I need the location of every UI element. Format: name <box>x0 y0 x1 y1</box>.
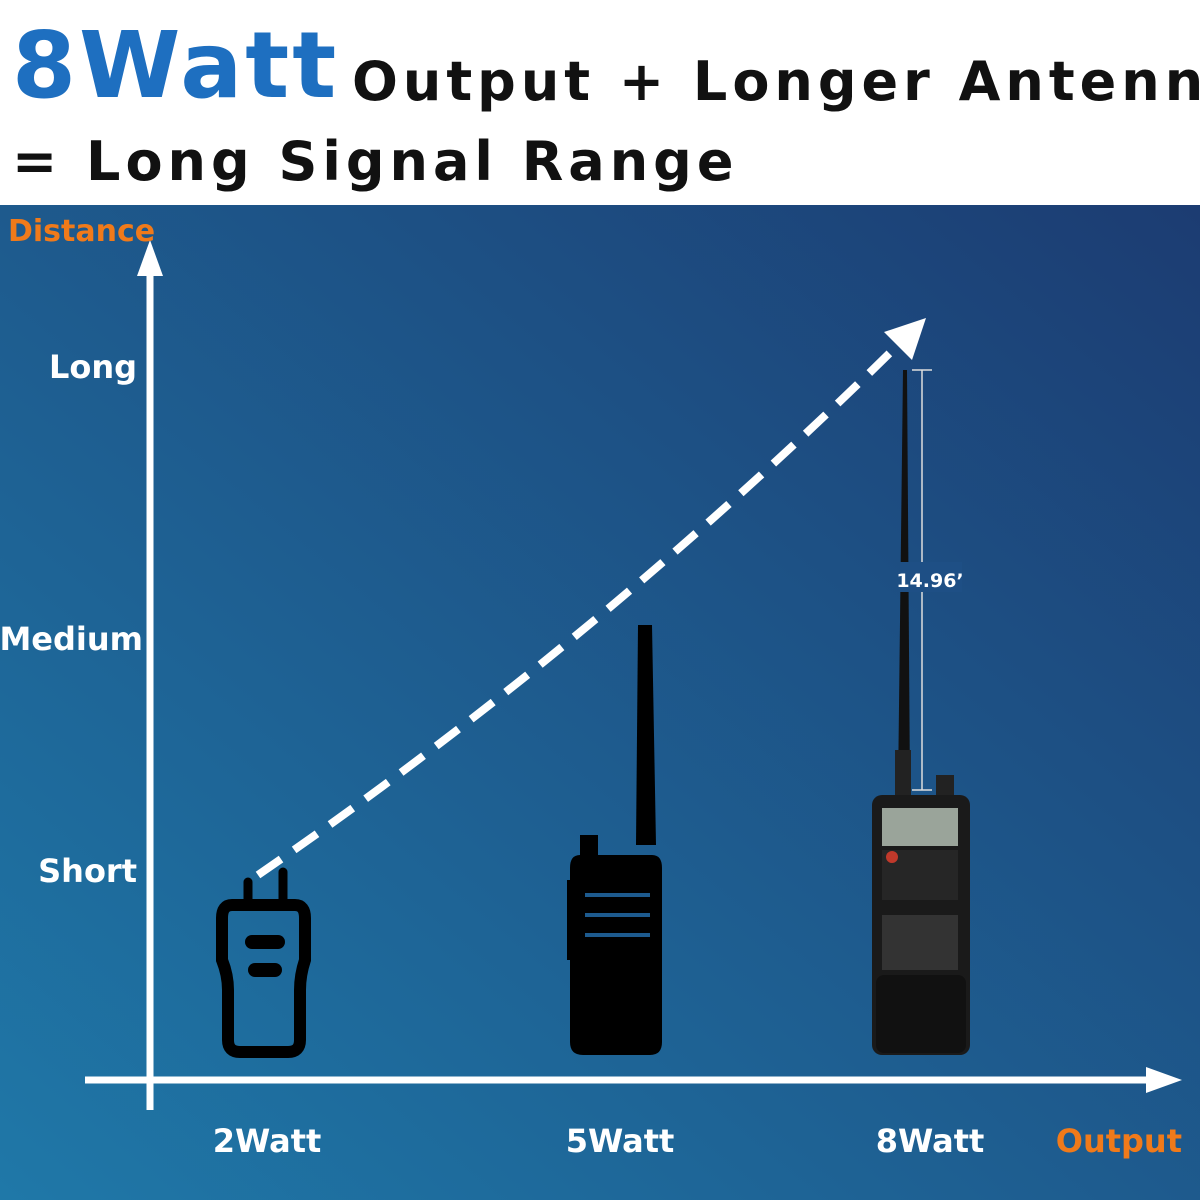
x-axis-label: Output <box>1056 1122 1182 1160</box>
y-level: Medium <box>0 620 143 658</box>
y-level: Short <box>38 852 137 890</box>
x-arrow <box>1146 1067 1182 1093</box>
x-level: 5Watt <box>566 1122 675 1160</box>
radio-2w <box>216 867 311 1058</box>
trend-arrow <box>255 335 908 879</box>
y-arrow <box>137 240 163 276</box>
radio-8w <box>872 369 970 1055</box>
title-highlight: 8Watt <box>12 12 339 119</box>
radio-5w <box>567 625 662 1055</box>
title: Output + Longer Antenna <box>352 50 1200 113</box>
y-level: Long <box>49 348 137 386</box>
x-level: 2Watt <box>213 1122 322 1160</box>
y-axis-label: Distance <box>8 214 155 249</box>
antenna-length: 14.96’ <box>896 570 963 592</box>
trend-arrowhead <box>884 318 926 360</box>
subtitle: = Long Signal Range <box>12 130 738 193</box>
x-level: 8Watt <box>876 1122 985 1160</box>
header-bg <box>0 0 1200 205</box>
